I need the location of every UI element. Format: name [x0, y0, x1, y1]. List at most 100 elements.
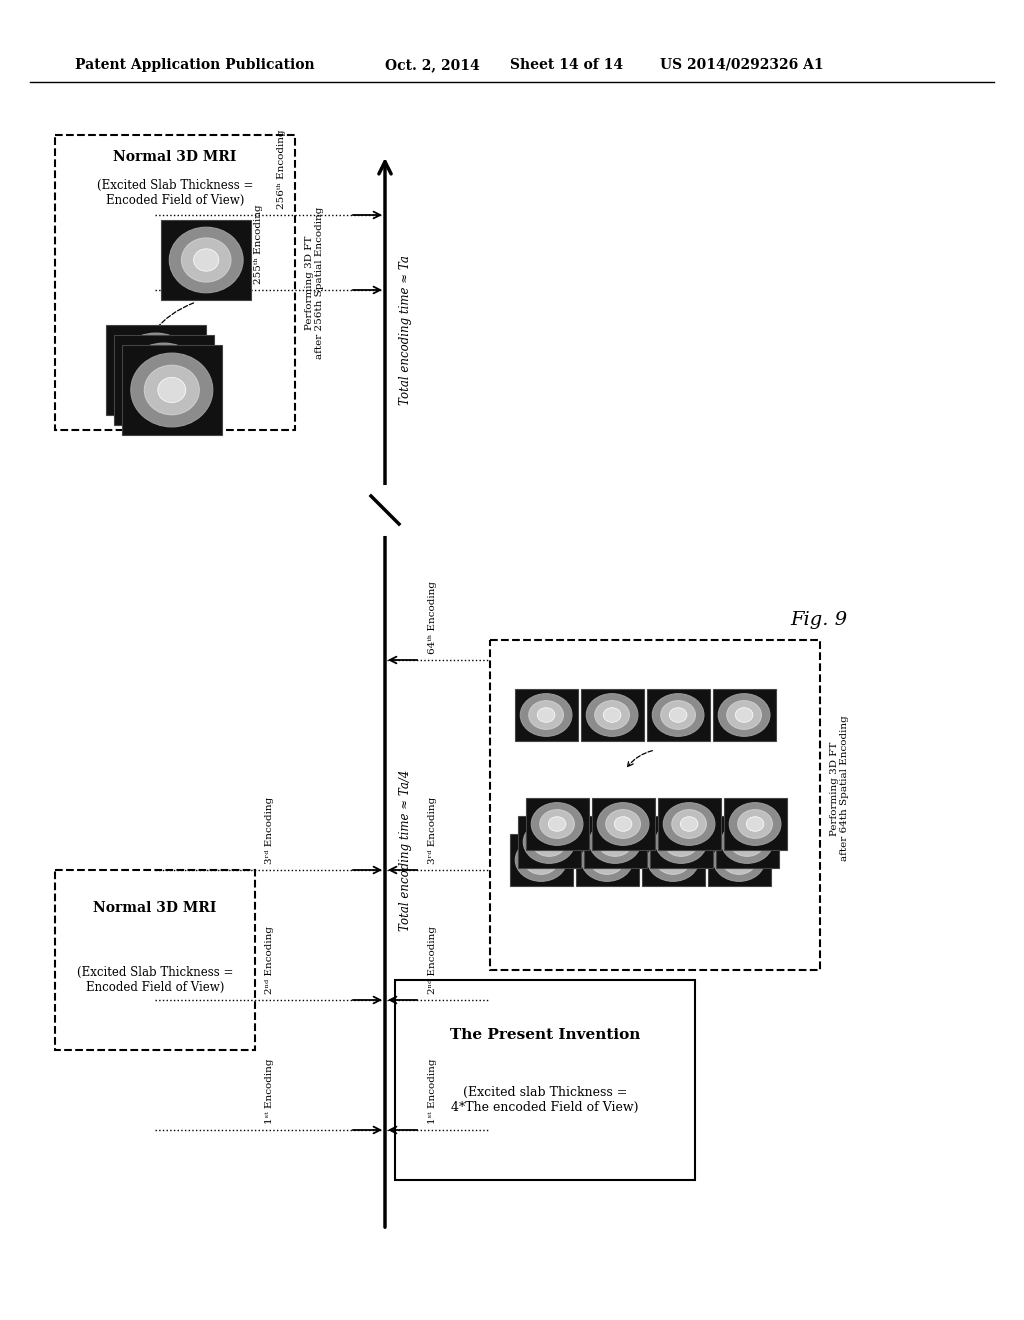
- Ellipse shape: [598, 828, 633, 857]
- Ellipse shape: [730, 828, 765, 857]
- FancyBboxPatch shape: [708, 834, 771, 886]
- Ellipse shape: [603, 708, 621, 722]
- Ellipse shape: [531, 828, 566, 857]
- FancyBboxPatch shape: [581, 689, 644, 741]
- Ellipse shape: [523, 821, 574, 863]
- Ellipse shape: [158, 378, 185, 403]
- Text: The Present Invention: The Present Invention: [450, 1028, 640, 1041]
- Ellipse shape: [664, 803, 715, 845]
- Ellipse shape: [150, 367, 178, 392]
- FancyBboxPatch shape: [161, 220, 251, 300]
- Ellipse shape: [665, 853, 682, 867]
- Ellipse shape: [144, 366, 200, 414]
- Ellipse shape: [194, 248, 219, 271]
- Text: (Excited slab Thickness =
4*The encoded Field of View): (Excited slab Thickness = 4*The encoded …: [452, 1086, 639, 1114]
- Text: 2ⁿᵈ Encoding: 2ⁿᵈ Encoding: [428, 927, 437, 994]
- Ellipse shape: [718, 694, 770, 737]
- Text: Normal 3D MRI: Normal 3D MRI: [93, 902, 217, 915]
- FancyBboxPatch shape: [642, 834, 705, 886]
- Ellipse shape: [595, 701, 630, 729]
- Text: Performing 3D FT
after 64th Spatial Encoding: Performing 3D FT after 64th Spatial Enco…: [830, 715, 849, 862]
- Ellipse shape: [746, 817, 764, 832]
- Ellipse shape: [169, 227, 243, 293]
- Ellipse shape: [523, 846, 558, 874]
- FancyBboxPatch shape: [657, 799, 721, 850]
- Ellipse shape: [655, 846, 690, 874]
- Ellipse shape: [141, 358, 170, 383]
- Ellipse shape: [721, 821, 773, 863]
- Text: Total encoding time ≈ Ta/4: Total encoding time ≈ Ta/4: [399, 770, 412, 931]
- FancyBboxPatch shape: [525, 799, 589, 850]
- Ellipse shape: [655, 821, 707, 863]
- Ellipse shape: [590, 846, 625, 874]
- Ellipse shape: [714, 838, 765, 882]
- Text: 3ʳᵈ Encoding: 3ʳᵈ Encoding: [265, 797, 274, 865]
- Ellipse shape: [738, 834, 756, 849]
- Ellipse shape: [729, 803, 781, 845]
- FancyBboxPatch shape: [114, 335, 214, 425]
- Text: 64ᵗʰ Encoding: 64ᵗʰ Encoding: [428, 581, 437, 653]
- Ellipse shape: [606, 834, 624, 849]
- Text: (Excited Slab Thickness =
Encoded Field of View): (Excited Slab Thickness = Encoded Field …: [97, 180, 253, 207]
- Ellipse shape: [722, 846, 757, 874]
- Ellipse shape: [540, 809, 574, 838]
- FancyBboxPatch shape: [713, 689, 775, 741]
- FancyBboxPatch shape: [395, 979, 695, 1180]
- Ellipse shape: [735, 708, 753, 722]
- Text: US 2014/0292326 A1: US 2014/0292326 A1: [660, 58, 823, 73]
- Ellipse shape: [520, 694, 572, 737]
- FancyBboxPatch shape: [510, 834, 572, 886]
- FancyBboxPatch shape: [575, 834, 639, 886]
- FancyBboxPatch shape: [490, 640, 820, 970]
- Ellipse shape: [528, 701, 563, 729]
- Ellipse shape: [598, 853, 615, 867]
- Text: 3ʳᵈ Encoding: 3ʳᵈ Encoding: [428, 797, 437, 865]
- Ellipse shape: [128, 346, 183, 395]
- FancyBboxPatch shape: [105, 325, 206, 414]
- Text: 1ˢᵗ Encoding: 1ˢᵗ Encoding: [265, 1059, 274, 1125]
- Ellipse shape: [131, 354, 213, 426]
- Ellipse shape: [531, 803, 583, 845]
- Text: Performing 3D FT
after 256th Spatial Encoding: Performing 3D FT after 256th Spatial Enc…: [305, 206, 325, 359]
- FancyBboxPatch shape: [122, 345, 222, 436]
- Ellipse shape: [673, 834, 690, 849]
- Ellipse shape: [727, 701, 762, 729]
- Ellipse shape: [136, 355, 191, 405]
- Ellipse shape: [548, 817, 566, 832]
- Ellipse shape: [614, 817, 632, 832]
- FancyBboxPatch shape: [515, 689, 578, 741]
- Text: 256ᵗʰ Encoding: 256ᵗʰ Encoding: [278, 129, 286, 209]
- FancyBboxPatch shape: [716, 816, 778, 869]
- Ellipse shape: [181, 238, 231, 282]
- Ellipse shape: [541, 834, 558, 849]
- Ellipse shape: [672, 809, 707, 838]
- Text: 2ⁿᵈ Encoding: 2ⁿᵈ Encoding: [265, 927, 274, 994]
- FancyBboxPatch shape: [592, 799, 654, 850]
- Ellipse shape: [730, 853, 748, 867]
- Text: (Excited Slab Thickness =
Encoded Field of View): (Excited Slab Thickness = Encoded Field …: [77, 966, 233, 994]
- Text: Patent Application Publication: Patent Application Publication: [75, 58, 314, 73]
- Ellipse shape: [589, 821, 641, 863]
- Ellipse shape: [515, 838, 567, 882]
- Ellipse shape: [670, 708, 687, 722]
- Text: Total encoding time ≈ Ta: Total encoding time ≈ Ta: [399, 255, 412, 405]
- FancyBboxPatch shape: [517, 816, 581, 869]
- Ellipse shape: [652, 694, 703, 737]
- Ellipse shape: [123, 343, 205, 417]
- FancyBboxPatch shape: [646, 689, 710, 741]
- FancyBboxPatch shape: [649, 816, 713, 869]
- Text: Sheet 14 of 14: Sheet 14 of 14: [510, 58, 624, 73]
- Text: 1ˢᵗ Encoding: 1ˢᵗ Encoding: [428, 1059, 437, 1125]
- Ellipse shape: [597, 803, 649, 845]
- Ellipse shape: [660, 701, 695, 729]
- FancyBboxPatch shape: [55, 870, 255, 1049]
- Ellipse shape: [115, 333, 197, 407]
- Ellipse shape: [737, 809, 772, 838]
- Text: 255ᵗʰ Encoding: 255ᵗʰ Encoding: [254, 205, 263, 284]
- FancyBboxPatch shape: [584, 816, 646, 869]
- Ellipse shape: [680, 817, 698, 832]
- Ellipse shape: [664, 828, 698, 857]
- Ellipse shape: [587, 694, 638, 737]
- FancyBboxPatch shape: [724, 799, 786, 850]
- Ellipse shape: [532, 853, 550, 867]
